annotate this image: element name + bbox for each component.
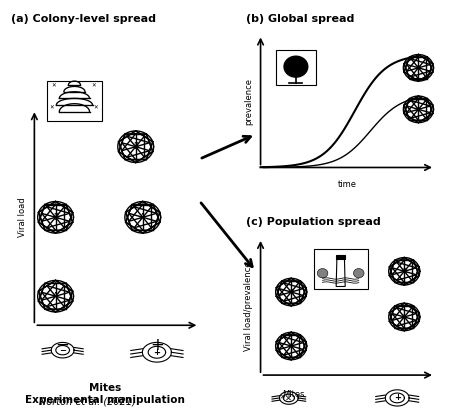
Text: −: − [56,336,70,354]
Bar [47,81,101,121]
Text: A: A [289,343,293,349]
Text: A: A [402,314,407,320]
Text: ✕: ✕ [49,105,54,110]
Text: B: B [402,268,407,274]
Text: Norton et al. (2021): Norton et al. (2021) [39,396,136,406]
Text: B: B [416,65,420,70]
Text: B: B [53,213,58,222]
Text: A: A [416,107,420,112]
Text: Mites
Experimental manipulation: Mites Experimental manipulation [25,383,185,405]
Text: (c) Population spread: (c) Population spread [246,217,381,227]
Text: (a) Colony-level spread: (a) Colony-level spread [11,14,156,24]
Text: time: time [338,180,357,189]
Text: ✕: ✕ [279,395,285,400]
Circle shape [317,268,328,278]
Circle shape [354,268,364,278]
Text: A: A [140,213,146,222]
Text: prevalence: prevalence [244,78,253,125]
Text: +: + [150,336,164,354]
Text: +: + [394,393,401,403]
Circle shape [284,56,308,77]
Text: (b) Global spread: (b) Global spread [246,14,355,24]
Text: ✕: ✕ [91,84,96,89]
Text: ✕: ✕ [285,393,292,403]
Text: B: B [133,142,138,151]
Bar [336,255,345,259]
Text: A: A [53,292,58,301]
Text: Mites: Mites [283,390,305,399]
Text: −: − [59,346,66,355]
Text: +: + [154,348,160,357]
Text: ✕: ✕ [93,105,98,110]
Bar [313,249,368,289]
Text: Viral load/prevalence: Viral load/prevalence [244,262,253,351]
Text: ✕: ✕ [51,84,55,89]
Text: B: B [289,289,293,295]
Bar [276,51,316,85]
Text: Viral load: Viral load [18,197,27,237]
